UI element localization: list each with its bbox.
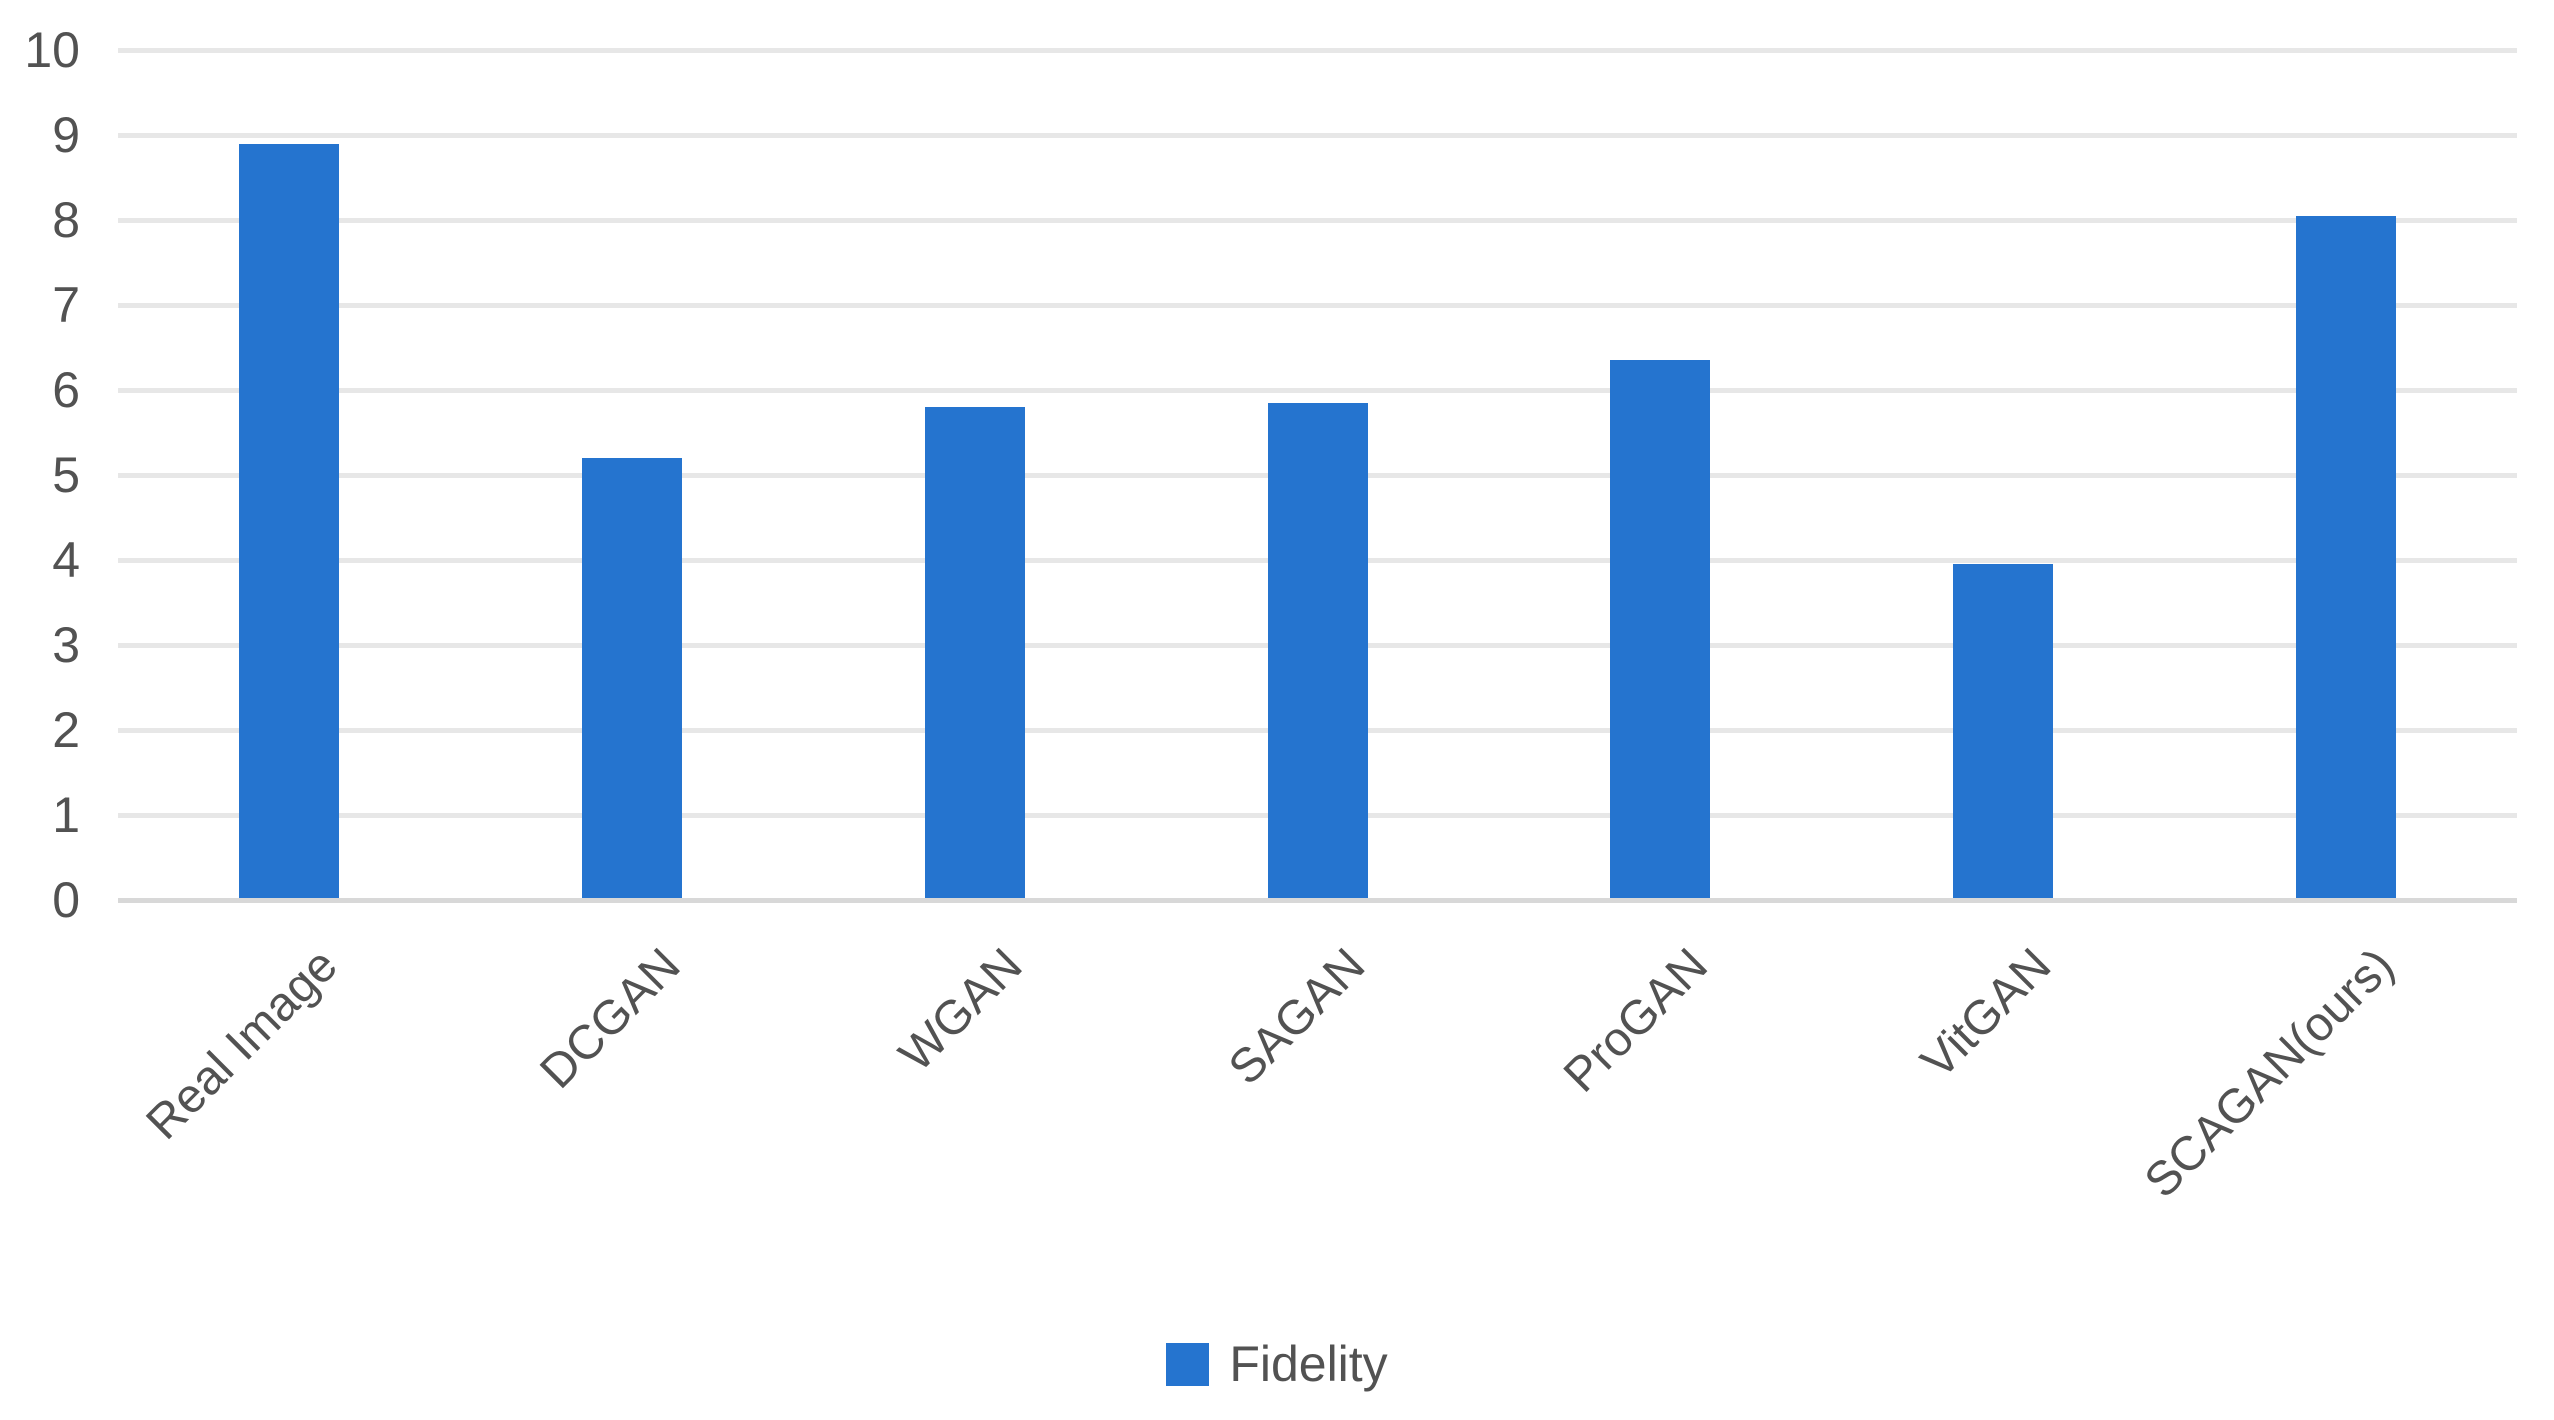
bar-wgan: [924, 407, 1025, 898]
y-axis-tick-label: 9: [52, 107, 80, 163]
x-axis-category-label: SAGAN: [1219, 938, 1376, 1096]
bar-progan: [1610, 360, 1711, 898]
legend-swatch-icon: [1166, 1342, 1210, 1386]
gridline: [118, 132, 2517, 138]
bar-dcgan: [582, 458, 683, 898]
y-axis-tick-label: 10: [24, 22, 80, 78]
y-axis-tick-label: 6: [52, 362, 80, 418]
y-axis-tick-label: 7: [52, 277, 80, 333]
legend: Fidelity: [0, 1338, 2554, 1390]
y-axis-tick-label: 0: [52, 872, 80, 928]
y-axis-tick-label: 2: [52, 702, 80, 758]
legend-label: Fidelity: [1229, 1336, 1388, 1392]
bar-scagan-ours-: [2295, 215, 2396, 898]
y-axis-tick-label: 8: [52, 192, 80, 248]
y-axis-tick-label: 1: [52, 787, 80, 843]
bar-sagan: [1267, 402, 1368, 898]
x-axis-category-label: WGAN: [889, 938, 1033, 1082]
y-axis-tick-label: 5: [52, 447, 80, 503]
x-axis-category-label: Real Image: [136, 938, 348, 1150]
y-axis-tick-label: 4: [52, 532, 80, 588]
x-axis-category-label: SCAGAN(ours): [2134, 938, 2404, 1209]
gridline: [118, 47, 2517, 53]
gridline: [118, 387, 2517, 393]
x-axis-category-label: DCGAN: [530, 938, 691, 1099]
gridline: [118, 217, 2517, 223]
x-axis-line: [118, 897, 2517, 903]
gridline: [118, 302, 2517, 308]
x-axis-category-label: ProGAN: [1554, 938, 1719, 1103]
y-axis-tick-label: 3: [52, 617, 80, 673]
bar-vitgan: [1952, 564, 2053, 898]
bar-real-image: [239, 143, 340, 898]
x-axis-category-label: VitGAN: [1911, 938, 2062, 1089]
